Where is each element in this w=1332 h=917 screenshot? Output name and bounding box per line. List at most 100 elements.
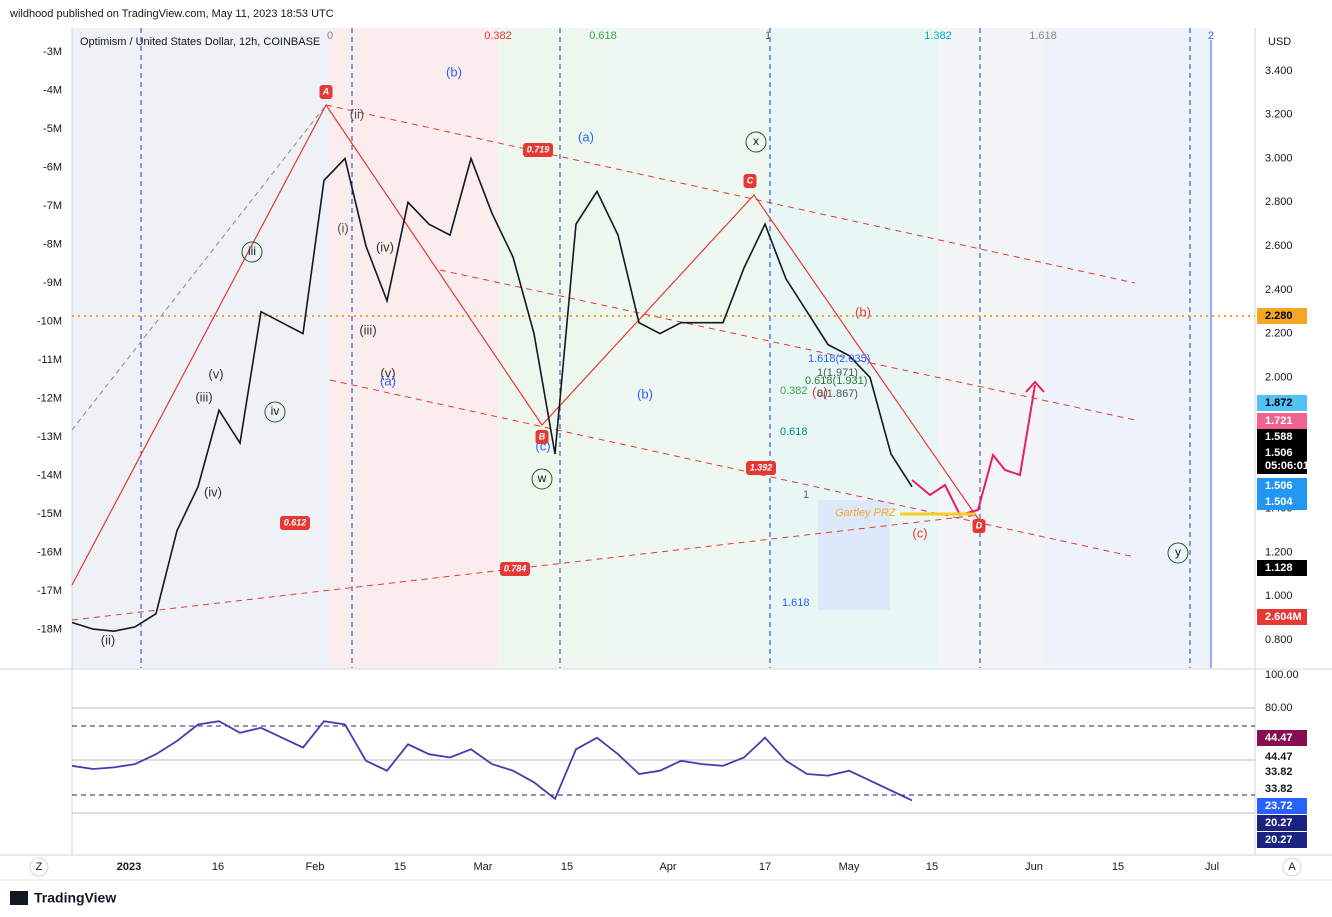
volume-tick-label: -6M <box>43 161 62 173</box>
price-tick-label: 2.400 <box>1265 284 1293 296</box>
rsi-badge <box>1257 815 1307 831</box>
pattern-badge-label: C <box>747 175 754 185</box>
zone <box>818 500 890 610</box>
date-label: May <box>839 861 860 873</box>
fib-time-label: 1.618 <box>1029 30 1057 42</box>
rsi-badge <box>1257 781 1307 797</box>
price-badge-label: 1.506 <box>1265 447 1293 459</box>
rsi-badge-label: 23.72 <box>1265 800 1293 812</box>
circled-label-ring <box>1167 542 1189 564</box>
circled-label-ring <box>264 401 286 423</box>
volume-tick-label: -13M <box>37 431 62 443</box>
price-badge <box>1257 458 1307 474</box>
rsi-levels <box>72 725 1255 796</box>
button-label[interactable]: Z <box>36 861 43 873</box>
button[interactable] <box>29 857 49 877</box>
wave-label: (iv) <box>204 484 222 499</box>
rsi-badge <box>1257 764 1307 780</box>
volume-tick-label: -5M <box>43 123 62 135</box>
rsi-line <box>71 720 913 802</box>
volume-tick-label: -7M <box>43 200 62 212</box>
rsi-tick-label: 100.00 <box>1265 669 1299 681</box>
date-label: 16 <box>212 861 224 873</box>
circled-label-ring <box>531 468 553 490</box>
price-badge <box>1257 429 1307 445</box>
zone <box>938 28 1043 668</box>
rsi-levels <box>72 707 1255 814</box>
wave-label: (a) <box>812 384 828 399</box>
wave-label: (iv) <box>376 239 394 254</box>
rsi-tick-label: 80.00 <box>1265 702 1293 714</box>
rsi-badge-label: 20.27 <box>1265 817 1293 829</box>
zone <box>603 28 768 668</box>
price-badge-label: 1.588 <box>1265 431 1293 443</box>
price-tick-label: 2.600 <box>1265 240 1293 252</box>
wave-label: (ii) <box>101 632 115 647</box>
rsi-badge <box>1257 749 1307 765</box>
fib-time-label: 1 <box>765 30 771 42</box>
pattern-badge-label: B <box>539 431 546 441</box>
pattern-badge <box>743 174 757 188</box>
date-label: Jul <box>1205 861 1219 873</box>
wave-label: (v) <box>208 366 223 381</box>
price-badge-label: 1.128 <box>1265 562 1293 574</box>
price-badge <box>1257 413 1307 429</box>
volume-tick-label: -8M <box>43 238 62 250</box>
rsi-badge-label: 33.82 <box>1265 766 1293 778</box>
fib-label: 1(1.971) <box>817 367 858 379</box>
circled-label: iv <box>271 404 280 418</box>
wave-label: (c) <box>912 525 927 540</box>
volume-tick-label: -16M <box>37 546 62 558</box>
wave-label: (iii) <box>195 389 212 404</box>
projection-arrow <box>1025 380 1045 393</box>
zone <box>498 28 603 668</box>
pattern-badge <box>535 430 549 444</box>
fib-time-label: 0 <box>327 30 333 42</box>
pattern-badge-label: 0.719 <box>527 144 550 154</box>
circled-label: y <box>1175 545 1181 559</box>
brand: TradingView <box>34 890 116 906</box>
pattern-badge-label: A <box>322 86 330 96</box>
volume-tick-label: -3M <box>43 46 62 58</box>
zone <box>72 28 330 668</box>
price-tick-label: 3.400 <box>1265 65 1293 77</box>
date-label: 17 <box>759 861 771 873</box>
trend-line <box>71 104 327 431</box>
fib-time-label: 0.382 <box>484 30 512 42</box>
price-badge-label: 1.721 <box>1265 415 1293 427</box>
price-badge <box>1257 560 1307 576</box>
wave-label: (b) <box>446 64 462 79</box>
price-tick-label: 2.000 <box>1265 371 1293 383</box>
fib-time-label: 1.382 <box>924 30 952 42</box>
date-label: 15 <box>561 861 573 873</box>
price-badge <box>1257 445 1307 461</box>
volume-tick-label: -14M <box>37 469 62 481</box>
wave-label: (a) <box>380 373 396 388</box>
volume-tick-label: -17M <box>37 585 62 597</box>
volume-tick-label: -15M <box>37 508 62 520</box>
pattern-badge-label: 0.784 <box>504 563 527 573</box>
price-tick-label: 3.000 <box>1265 152 1293 164</box>
volume-tick-label: -12M <box>37 392 62 404</box>
pattern-badge <box>523 143 553 157</box>
button[interactable] <box>1282 857 1302 877</box>
button-label[interactable]: A <box>1288 861 1296 873</box>
currency: USD <box>1268 36 1291 48</box>
wave-label: (v) <box>380 365 395 380</box>
price-badge-label: 2.280 <box>1265 310 1293 322</box>
wave-label: (a) <box>578 129 594 144</box>
projection <box>911 384 1036 517</box>
date-label: Apr <box>659 861 676 873</box>
publisher: wildhood published on TradingView.com, M… <box>9 8 334 20</box>
date-label: Jun <box>1025 861 1043 873</box>
fib-time-label: 2 <box>1208 30 1214 42</box>
price-tick-label: 2.200 <box>1265 328 1293 340</box>
volume-tick-label: -4M <box>43 84 62 96</box>
price-tick-label: 1.000 <box>1265 590 1293 602</box>
circled-label: x <box>753 134 759 148</box>
wave-label: (b) <box>855 304 871 319</box>
fib-label: 1.618(2.035) <box>808 353 870 365</box>
pattern-badge-label: D <box>976 520 983 530</box>
pattern-badge <box>972 519 986 533</box>
